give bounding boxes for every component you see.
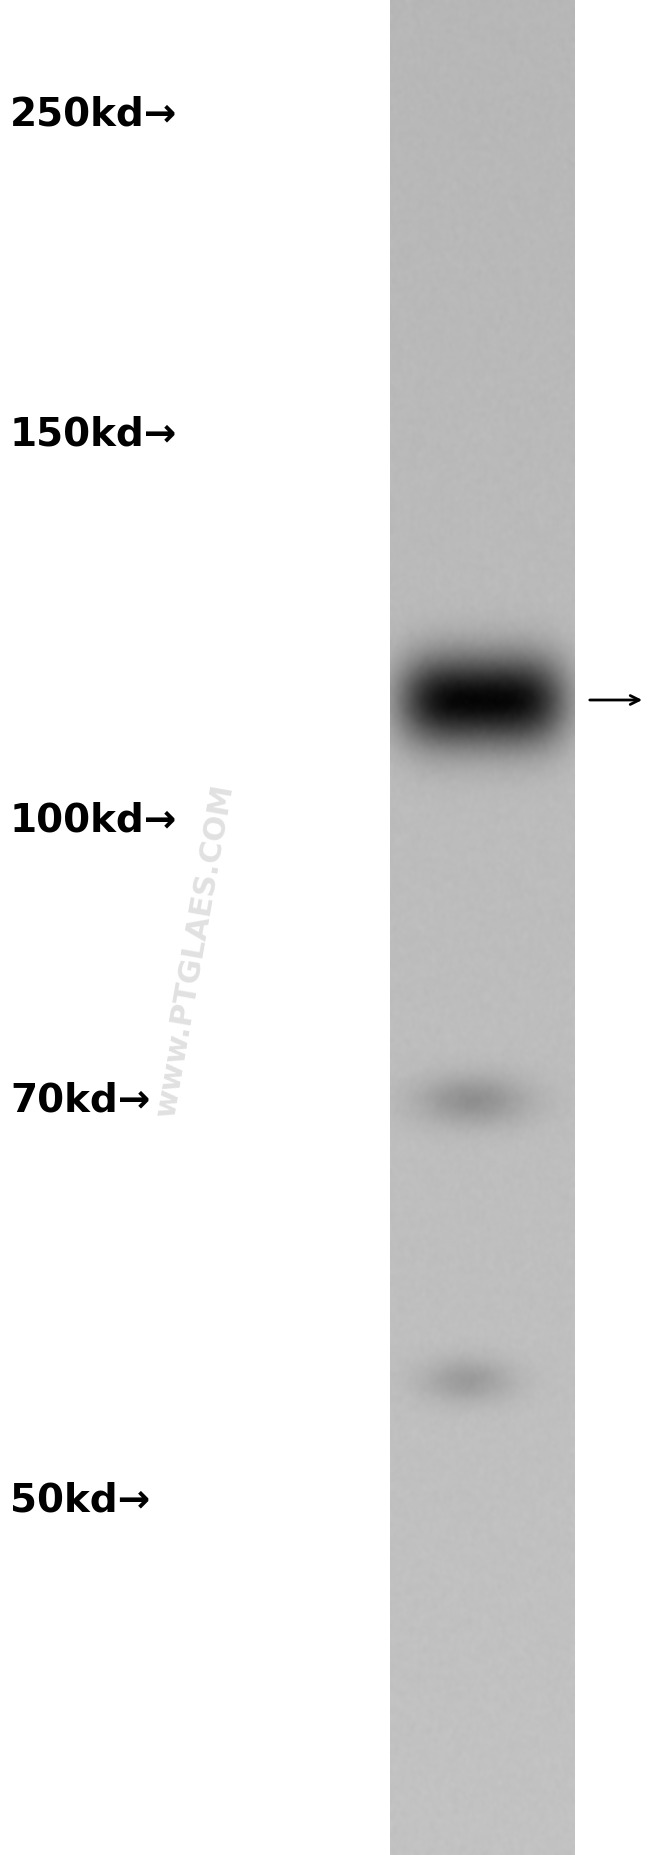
Text: 50kd→: 50kd→ [10,1480,150,1519]
Text: 70kd→: 70kd→ [10,1081,150,1119]
Text: www.PTGLAES.COM: www.PTGLAES.COM [151,781,239,1119]
Text: 250kd→: 250kd→ [10,96,177,134]
Text: 150kd→: 150kd→ [10,416,177,454]
Text: 100kd→: 100kd→ [10,801,177,838]
